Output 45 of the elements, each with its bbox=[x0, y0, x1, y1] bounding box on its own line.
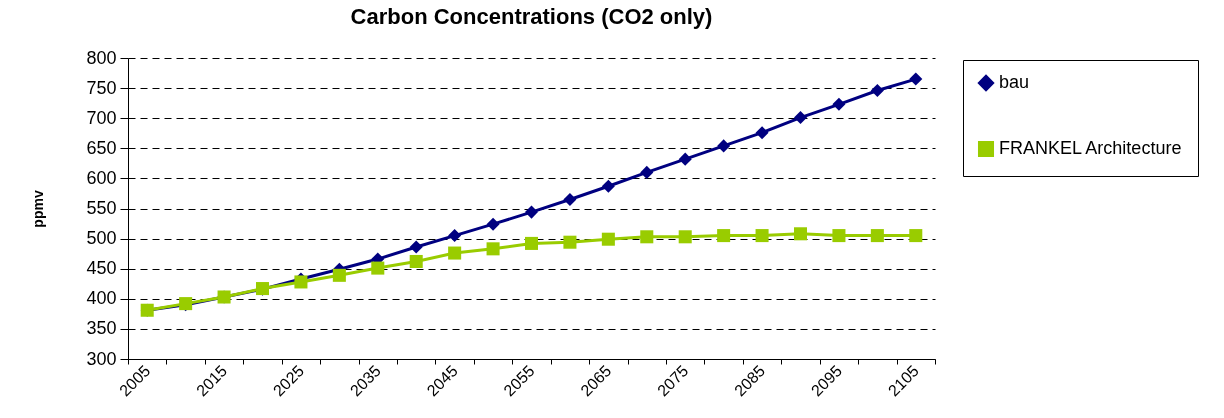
point bbox=[640, 165, 654, 179]
y-tick-label: 550 bbox=[86, 198, 117, 218]
y-tick-label: 500 bbox=[86, 228, 117, 249]
point bbox=[793, 111, 808, 125]
point bbox=[601, 179, 615, 193]
point bbox=[717, 139, 731, 153]
point bbox=[909, 72, 923, 86]
point bbox=[563, 235, 577, 249]
point bbox=[678, 230, 692, 244]
point bbox=[486, 242, 500, 256]
y-tick-label: 750 bbox=[86, 77, 117, 98]
point bbox=[909, 229, 923, 243]
point bbox=[832, 229, 846, 243]
point bbox=[717, 229, 731, 243]
point bbox=[371, 261, 385, 275]
point bbox=[755, 229, 769, 243]
y-tick-label: 600 bbox=[86, 167, 117, 188]
y-tick-label: 650 bbox=[86, 137, 117, 158]
y-tick-label: 350 bbox=[86, 318, 117, 339]
point bbox=[755, 126, 769, 140]
point bbox=[601, 232, 615, 246]
legend-label: FRANKEL Architecture bbox=[999, 138, 1182, 158]
y-tick-label: 700 bbox=[86, 107, 117, 128]
point bbox=[832, 97, 846, 111]
chart-title: Carbon Concentrations (CO2 only) bbox=[350, 4, 713, 29]
point bbox=[409, 254, 423, 268]
point bbox=[870, 229, 884, 243]
point bbox=[409, 240, 423, 254]
y-axis-title: ppmv bbox=[30, 190, 47, 228]
y-tick-label: 800 bbox=[86, 47, 117, 68]
point bbox=[448, 246, 462, 260]
y-tick-label: 450 bbox=[86, 258, 117, 279]
point bbox=[640, 230, 654, 244]
point bbox=[563, 192, 577, 206]
point bbox=[448, 229, 462, 243]
point bbox=[524, 236, 539, 250]
y-tick-label: 300 bbox=[86, 348, 117, 369]
point bbox=[524, 205, 539, 219]
point bbox=[793, 227, 808, 241]
y-tick-label: 400 bbox=[86, 288, 117, 309]
point bbox=[486, 217, 500, 231]
legend-label: bau bbox=[999, 72, 1030, 92]
point bbox=[678, 152, 692, 166]
point bbox=[870, 83, 884, 98]
point bbox=[332, 268, 346, 282]
